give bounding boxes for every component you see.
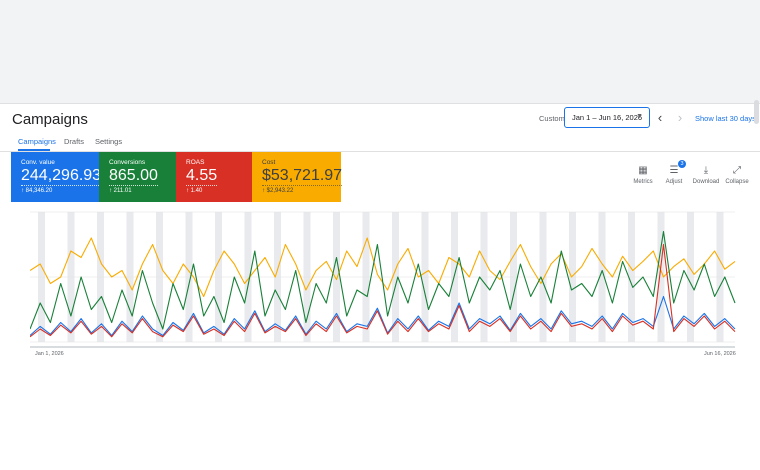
metric-value: 4.55 <box>186 167 218 186</box>
metric-label: Conversions <box>109 159 146 166</box>
tab-settings[interactable]: Settings <box>95 137 123 146</box>
chevron-left-icon[interactable]: ‹ <box>657 110 663 125</box>
scrollbar[interactable] <box>754 100 759 124</box>
series-line-2 <box>29 295 736 337</box>
metrics-icon: ▦ <box>638 165 648 176</box>
adjust-button[interactable]: ☰ 3 Adjust <box>660 160 688 185</box>
active-tab-indicator <box>18 149 50 151</box>
adjust-label: Adjust <box>665 179 683 185</box>
metric-delta: ↑ 211.01 <box>109 188 132 194</box>
download-button[interactable]: ⤓ Download <box>692 165 720 185</box>
tune-icon: ☰ <box>669 165 679 176</box>
metric-delta: ↑ 84,346.20 <box>21 188 53 194</box>
collapse-button[interactable]: ⤢ Collapse <box>723 165 751 185</box>
metric-value: $53,721.97 <box>262 167 343 186</box>
date-range-label: Custom <box>539 114 565 123</box>
date-range-value: Jan 1 – Jun 16, 2026 <box>572 113 643 122</box>
page-header: Campaigns Custom Jan 1 – Jun 16, 2026 ▼ … <box>0 104 760 132</box>
date-range-picker[interactable]: Jan 1 – Jun 16, 2026 ▼ <box>564 107 650 128</box>
chart-svg <box>29 211 736 348</box>
metric-delta: ↑ $2,943.22 <box>262 188 294 194</box>
metric-value: 244,296.93 <box>21 167 102 186</box>
series-line-1 <box>29 230 736 330</box>
chevron-right-icon[interactable]: › <box>677 110 683 125</box>
metric-cards: Conv. value 244,296.93 ↑ 84,346.20 Conve… <box>11 152 751 202</box>
tab-campaigns[interactable]: Campaigns <box>18 137 56 146</box>
metric-label: ROAS <box>186 159 205 166</box>
bottom-band <box>0 360 760 470</box>
metric-card-conv-value[interactable]: Conv. value 244,296.93 ↑ 84,346.20 <box>11 152 102 202</box>
metrics-button[interactable]: ▦ Metrics <box>629 165 657 185</box>
metric-delta: ↑ 1.40 <box>186 188 203 194</box>
x-axis-end-label: Jun 16, 2026 <box>704 351 736 357</box>
performance-chart <box>29 207 740 357</box>
series-line-3 <box>29 243 736 338</box>
collapse-icon: ⤢ <box>733 165 741 176</box>
adjust-badge: 3 <box>678 160 686 168</box>
caret-down-icon: ▼ <box>636 113 643 120</box>
top-band <box>0 0 760 104</box>
tab-drafts[interactable]: Drafts <box>64 137 85 146</box>
x-axis-start-label: Jan 1, 2026 <box>35 351 64 357</box>
metric-label: Cost <box>262 159 276 166</box>
metric-value: 865.00 <box>109 167 158 186</box>
metric-card-conversions[interactable]: Conversions 865.00 ↑ 211.01 <box>99 152 186 202</box>
tab-bar: Campaigns Drafts Settings <box>0 134 760 152</box>
download-label: Download <box>692 179 720 185</box>
metric-card-cost[interactable]: Cost $53,721.97 ↑ $2,943.22 <box>252 152 343 202</box>
metrics-label: Metrics <box>633 179 653 185</box>
show-last-30-days-link[interactable]: Show last 30 days <box>695 114 756 123</box>
collapse-label: Collapse <box>725 179 749 185</box>
metric-card-roas[interactable]: ROAS 4.55 ↑ 1.40 <box>176 152 264 202</box>
page-title: Campaigns <box>12 111 88 128</box>
metric-label: Conv. value <box>21 159 55 166</box>
download-icon: ⤓ <box>703 165 709 176</box>
